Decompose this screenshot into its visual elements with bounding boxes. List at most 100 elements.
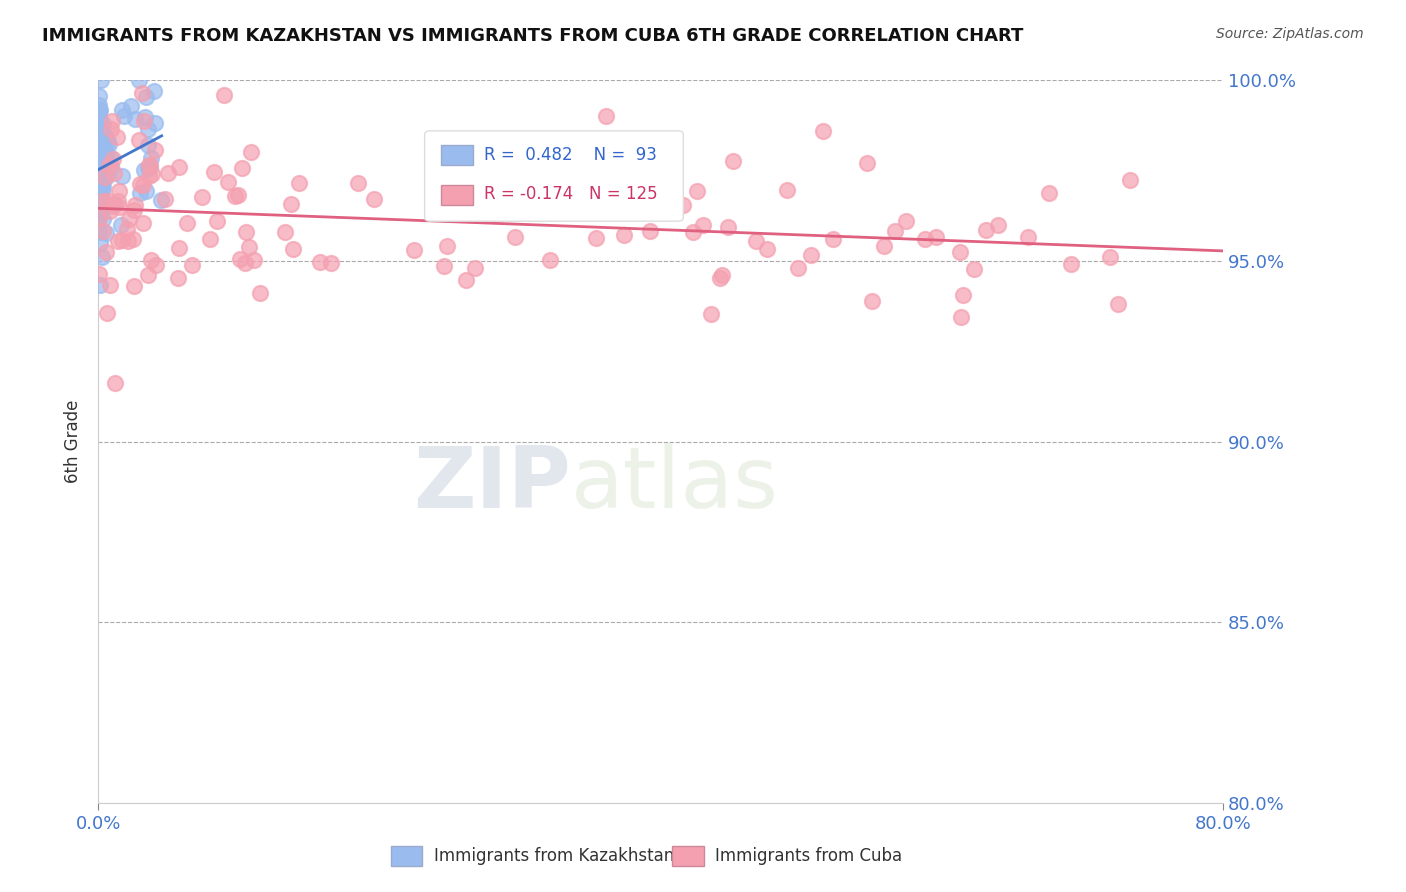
Point: [87, 144, 110, 158]
Point: [169, 242, 191, 256]
Point: [288, 176, 311, 190]
Point: [181, 258, 204, 272]
Point: [139, 161, 162, 175]
Point: [686, 184, 709, 198]
Point: [98, 278, 121, 293]
Point: [89, 267, 111, 281]
Point: [883, 224, 905, 238]
Point: [108, 184, 131, 198]
Point: [90, 250, 112, 264]
Point: [135, 185, 157, 199]
Point: [167, 160, 190, 174]
Point: [111, 169, 134, 183]
Point: [231, 161, 253, 175]
Point: [134, 110, 156, 124]
FancyBboxPatch shape: [391, 847, 422, 866]
Point: [717, 219, 740, 234]
Point: [1119, 173, 1142, 187]
Point: [776, 183, 799, 197]
Point: [128, 73, 150, 87]
Point: [233, 256, 256, 270]
Point: [89, 235, 111, 250]
Point: [538, 253, 561, 268]
Point: [145, 143, 167, 157]
Point: [949, 310, 972, 324]
Point: [90, 162, 112, 177]
Point: [347, 176, 370, 190]
Point: [98, 150, 121, 164]
Point: [89, 187, 111, 202]
Point: [131, 216, 153, 230]
FancyBboxPatch shape: [441, 145, 472, 165]
Point: [87, 156, 110, 170]
Text: R = -0.174   N = 125: R = -0.174 N = 125: [484, 186, 658, 203]
Point: [111, 233, 134, 247]
Point: [111, 103, 134, 118]
Point: [319, 256, 342, 270]
Point: [811, 123, 834, 137]
Point: [1017, 230, 1039, 244]
Point: [204, 165, 226, 179]
Point: [207, 214, 229, 228]
Point: [136, 161, 159, 175]
Point: [89, 174, 111, 188]
Point: [1038, 186, 1060, 200]
Point: [914, 232, 936, 246]
Point: [952, 288, 974, 302]
Point: [139, 252, 162, 267]
Point: [89, 123, 111, 137]
Point: [91, 117, 114, 131]
Point: [89, 177, 111, 191]
Point: [87, 192, 110, 206]
Point: [90, 161, 112, 176]
Point: [595, 109, 617, 123]
Point: [124, 112, 146, 127]
Point: [117, 234, 139, 248]
Point: [121, 232, 143, 246]
Point: [1060, 257, 1083, 271]
Point: [101, 152, 124, 166]
Point: [228, 252, 250, 266]
Point: [96, 169, 118, 184]
Point: [87, 160, 110, 174]
Point: [91, 196, 114, 211]
Point: [91, 184, 114, 198]
Point: [100, 122, 122, 136]
Point: [135, 89, 157, 103]
Point: [90, 178, 112, 193]
Point: [786, 261, 808, 276]
Point: [94, 146, 117, 161]
Point: [89, 180, 111, 194]
Point: [96, 132, 118, 146]
Point: [87, 211, 110, 225]
Point: [554, 190, 576, 204]
Point: [87, 159, 110, 173]
Point: [274, 225, 297, 239]
Point: [96, 136, 118, 151]
Point: [613, 227, 636, 242]
Point: [721, 153, 744, 168]
Point: [110, 218, 132, 232]
Point: [503, 229, 526, 244]
Point: [136, 137, 159, 152]
Point: [949, 245, 972, 260]
Point: [894, 214, 917, 228]
Point: [101, 199, 124, 213]
Point: [744, 234, 766, 248]
Point: [87, 166, 110, 180]
Point: [89, 152, 111, 166]
Text: Source: ZipAtlas.com: Source: ZipAtlas.com: [1216, 27, 1364, 41]
Point: [103, 197, 125, 211]
Point: [89, 134, 111, 148]
Point: [138, 158, 160, 172]
Point: [800, 248, 823, 262]
Point: [87, 131, 110, 145]
Point: [1107, 297, 1129, 311]
Point: [756, 242, 779, 256]
Point: [585, 231, 607, 245]
Point: [89, 124, 111, 138]
Point: [855, 156, 877, 170]
Point: [93, 180, 115, 194]
Point: [963, 261, 986, 276]
Point: [464, 260, 486, 275]
